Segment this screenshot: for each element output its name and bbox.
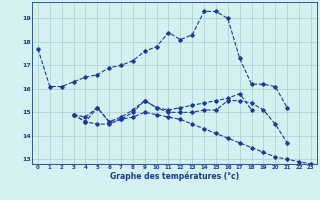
X-axis label: Graphe des températures (°c): Graphe des températures (°c) (110, 172, 239, 181)
